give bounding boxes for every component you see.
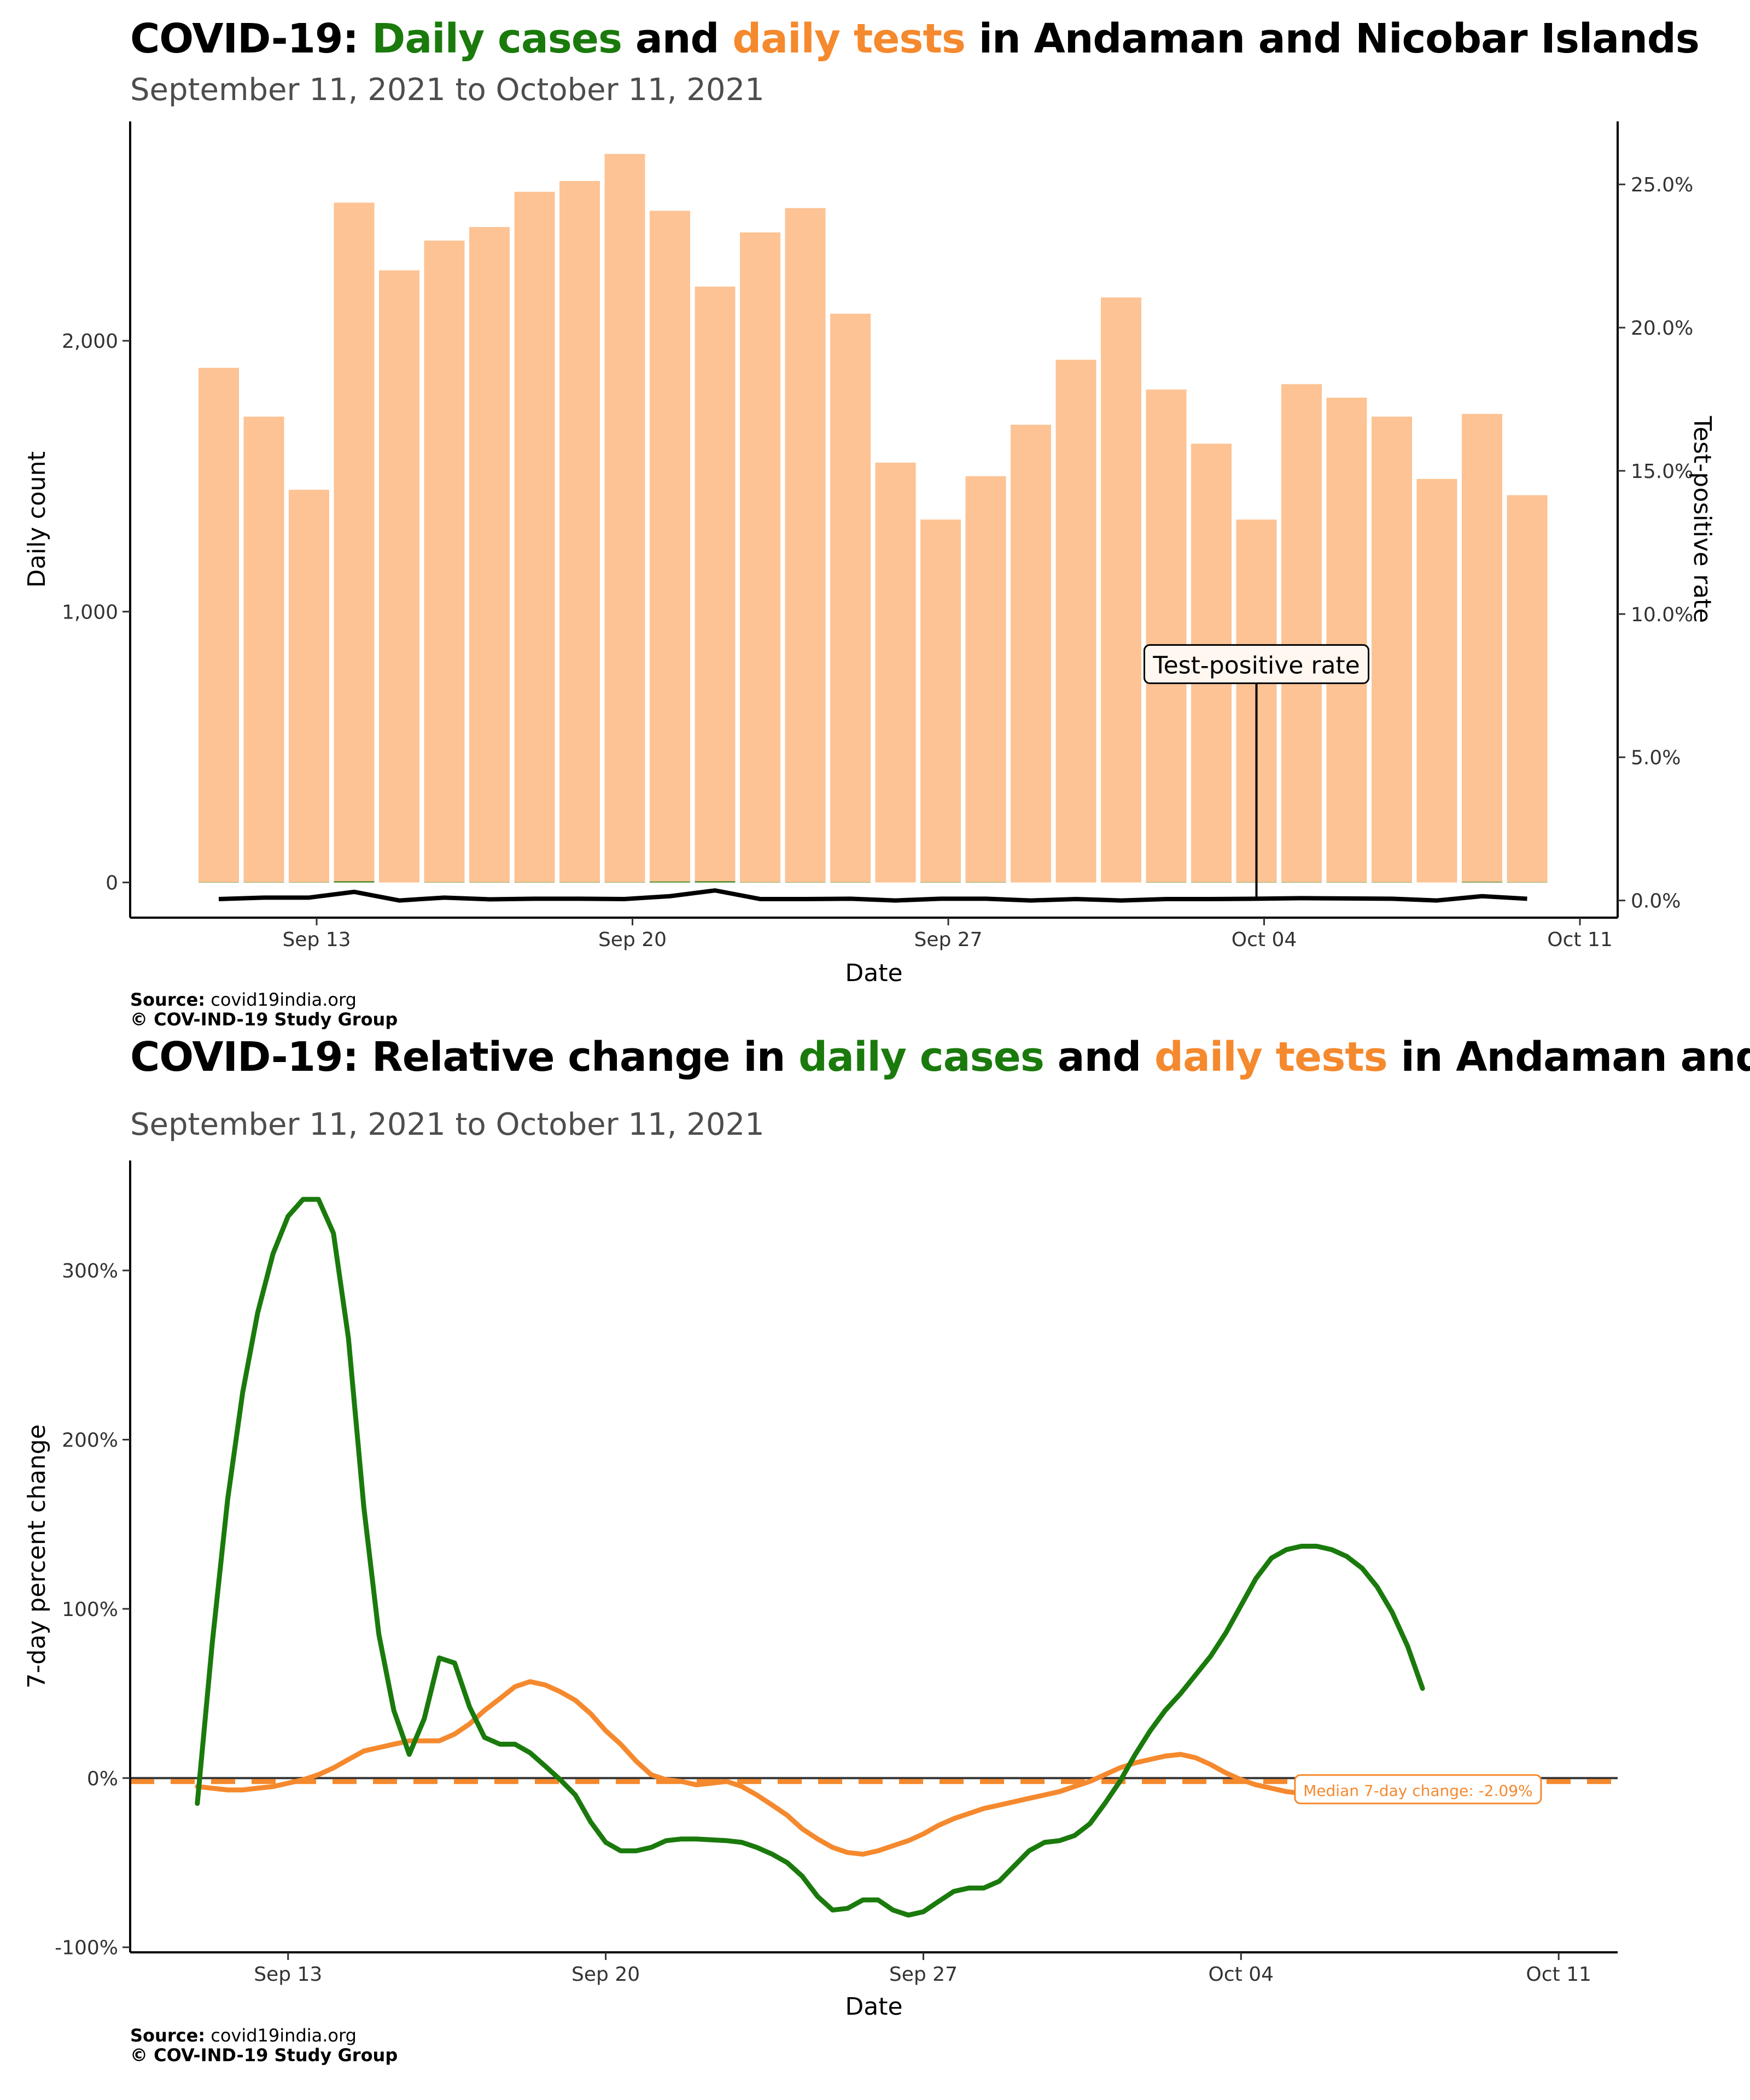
y2-tick-label: 25.0%	[1631, 174, 1693, 196]
tests-bar	[1416, 479, 1457, 883]
x-axis-title: Date	[845, 959, 902, 987]
x-tick-label: Sep 27	[889, 1963, 958, 1986]
cases-bar	[695, 881, 736, 883]
y-tick-label: -100%	[55, 1937, 118, 1959]
y2-tick-label: 20.0%	[1631, 317, 1693, 340]
x-tick-label: Sep 13	[282, 929, 351, 951]
tests-bar	[1055, 359, 1096, 883]
tests-bar	[559, 180, 600, 883]
x-tick-label: Sep 20	[598, 929, 667, 951]
source-label: Source:	[130, 989, 206, 1010]
y2-axis-title: Test-positive rate	[1688, 416, 1716, 623]
y-tick-label: 0%	[87, 1768, 118, 1790]
tests-bar	[424, 240, 465, 883]
tests-bar	[740, 232, 780, 883]
tests-bar	[830, 313, 871, 883]
source-note: Source: covid19india.org	[130, 990, 357, 1010]
tpr-line	[218, 888, 1527, 903]
chart-title: COVID-19: Daily cases and daily tests in…	[130, 15, 1700, 62]
source-text: covid19india.org	[205, 2025, 357, 2046]
tests-bar	[1011, 424, 1051, 883]
cases-bar	[334, 881, 375, 883]
y2-tick-label: 5.0%	[1631, 747, 1681, 769]
title-prefix: COVID-19: Relative change in	[130, 1034, 799, 1081]
title-tests: daily tests	[732, 15, 966, 62]
x-axis-title: Date	[845, 1993, 902, 2021]
tests-bar	[604, 154, 645, 883]
source-note: Source: covid19india.org	[130, 2026, 357, 2045]
tests-bar	[469, 227, 510, 883]
series-line-daily-cases	[195, 1197, 1425, 1918]
y-tick-label: 1,000	[62, 601, 118, 623]
chart-title: COVID-19: Relative change in daily cases…	[130, 1034, 1750, 1081]
copyright-note: © COV-IND-19 Study Group	[130, 2045, 398, 2066]
tests-bar	[875, 463, 916, 883]
tests-bar	[1462, 413, 1502, 883]
title-tests: daily tests	[1154, 1034, 1388, 1081]
median-label: Median 7-day change: -2.09%	[1303, 1782, 1533, 1800]
x-tick-label: Oct 11	[1526, 1963, 1591, 1986]
x-tick-label: Oct 04	[1232, 929, 1297, 951]
tests-bar	[785, 208, 826, 883]
title-and: and	[622, 15, 733, 62]
y-tick-label: 200%	[62, 1430, 118, 1452]
tests-bar	[289, 489, 329, 883]
y-tick-label: 2,000	[62, 330, 118, 353]
title-and: and	[1043, 1034, 1155, 1081]
tests-bar	[1326, 398, 1367, 883]
relative-chart-svg: Median 7-day change: -2.09% -100% 0% 100% 20…	[23, 1160, 1618, 2021]
tests-bar	[650, 211, 690, 883]
source-label: Source:	[130, 2025, 206, 2046]
title-suffix: in Andaman and Nicobar Islands	[1401, 1034, 1750, 1081]
y-axis-title: 7-day percent change	[23, 1424, 51, 1688]
y2-tick-label: 0.0%	[1631, 890, 1681, 913]
tests-bar	[920, 520, 961, 883]
chart-panel-daily: COVID-19: Daily cases and daily tests in…	[23, 15, 1716, 1030]
chart-subtitle: September 11, 2021 to October 11, 2021	[130, 1107, 765, 1142]
chart-panel-relative: COVID-19: Relative change in daily cases…	[0, 1034, 1750, 2100]
daily-chart-svg: Test-positive rate 0 1,000 2,000 0.0% 5.0% 10.…	[23, 121, 1716, 987]
y-axis-title: Daily count	[23, 451, 51, 587]
tests-bar	[1281, 384, 1322, 883]
y2-tick-label: 10.0%	[1631, 604, 1693, 626]
title-suffix: in Andaman and Nicobar Islands	[965, 15, 1700, 62]
tests-bar	[965, 476, 1006, 883]
x-tick-label: Sep 13	[254, 1963, 322, 1986]
series-line-daily-tests	[195, 1679, 1380, 1857]
tests-bar	[695, 287, 736, 883]
tests-bar	[334, 202, 375, 883]
y2-tick-label: 15.0%	[1631, 460, 1693, 483]
y-tick-label: 300%	[62, 1260, 118, 1282]
x-tick-label: Sep 27	[914, 929, 982, 951]
x-tick-label: Oct 11	[1547, 929, 1613, 951]
tests-bar	[514, 191, 555, 883]
tpr-annotation-box	[1144, 644, 1369, 684]
source-text: covid19india.org	[205, 989, 357, 1010]
tests-bar	[1101, 297, 1141, 883]
cases-bar	[1462, 882, 1502, 883]
tests-bar	[1507, 495, 1548, 883]
y-tick-label: 100%	[62, 1599, 118, 1621]
x-tick-label: Sep 20	[571, 1963, 640, 1986]
title-prefix: COVID-19:	[130, 15, 372, 62]
x-tick-label: Oct 04	[1209, 1963, 1274, 1986]
title-cases: daily cases	[798, 1034, 1045, 1081]
tests-bar	[379, 270, 419, 883]
tpr-annotation-label: Test-positive rate	[1152, 651, 1360, 679]
title-cases: Daily cases	[371, 15, 622, 62]
chart-subtitle: September 11, 2021 to October 11, 2021	[130, 72, 765, 108]
tests-bar	[243, 416, 284, 883]
tests-bar	[1372, 416, 1412, 883]
copyright-note: © COV-IND-19 Study Group	[130, 1009, 398, 1030]
median-label-box	[1294, 1774, 1542, 1805]
tests-bar	[1146, 389, 1187, 883]
tests-bar	[199, 368, 239, 883]
y-tick-label: 0	[106, 872, 118, 895]
